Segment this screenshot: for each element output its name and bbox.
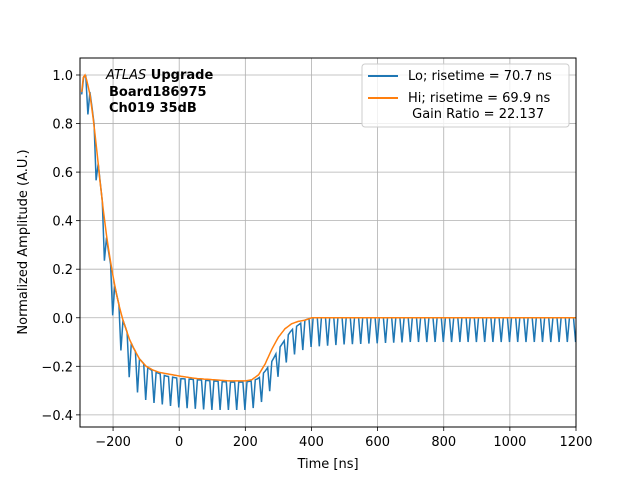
y-tick-label: 0.6 bbox=[52, 166, 73, 181]
x-tick-label: 800 bbox=[431, 435, 456, 450]
y-axis-label: Normalized Amplitude (A.U.) bbox=[16, 149, 31, 334]
annotation-board: Board186975 bbox=[109, 85, 207, 100]
series-line-lo bbox=[80, 75, 576, 411]
annotation: ATLAS Upgrade Board186975 Ch019 35dB bbox=[105, 68, 213, 116]
y-tick-label: 0.0 bbox=[52, 312, 73, 327]
legend-label-hi: Hi; risetime = 69.9 ns Gain Ratio = 22.1… bbox=[408, 91, 554, 122]
y-tick-label: −0.4 bbox=[41, 409, 73, 424]
y-tick-label: 0.8 bbox=[52, 118, 73, 133]
ticks: −200 0 200 400 600 800 1000 1200 −0.4 −0.2 0.0 0.2 0… bbox=[41, 69, 592, 450]
legend-label-hi-line1: Hi; risetime = 69.9 ns bbox=[408, 91, 550, 106]
annotation-upgrade: Upgrade bbox=[146, 68, 213, 83]
y-tick-label: −0.2 bbox=[41, 360, 73, 375]
legend: Lo; risetime = 70.7 ns Hi; risetime = 69… bbox=[361, 63, 570, 128]
x-tick-label: 1200 bbox=[559, 435, 592, 450]
annotation-line1: ATLAS Upgrade bbox=[105, 68, 213, 83]
y-tick-label: 1.0 bbox=[52, 69, 73, 84]
series-layer bbox=[80, 73, 576, 411]
legend-box bbox=[361, 63, 570, 128]
x-tick-label: −200 bbox=[95, 435, 131, 450]
legend-label-hi-line2: Gain Ratio = 22.137 bbox=[408, 107, 544, 122]
y-tick-label: 0.2 bbox=[52, 263, 73, 278]
x-tick-label: 400 bbox=[299, 435, 324, 450]
x-tick-label: 600 bbox=[365, 435, 390, 450]
x-tick-label: 200 bbox=[233, 435, 258, 450]
y-tick-label: 0.4 bbox=[52, 215, 73, 230]
plot-frame bbox=[79, 57, 577, 428]
x-tick-label: 1000 bbox=[493, 435, 526, 450]
annotation-channel: Ch019 35dB bbox=[109, 101, 197, 116]
series-line-hi bbox=[80, 73, 576, 382]
legend-label-lo: Lo; risetime = 70.7 ns bbox=[408, 69, 552, 84]
annotation-atlas: ATLAS bbox=[105, 68, 146, 83]
x-axis-label: Time [ns] bbox=[296, 457, 358, 472]
x-tick-label: 0 bbox=[175, 435, 183, 450]
